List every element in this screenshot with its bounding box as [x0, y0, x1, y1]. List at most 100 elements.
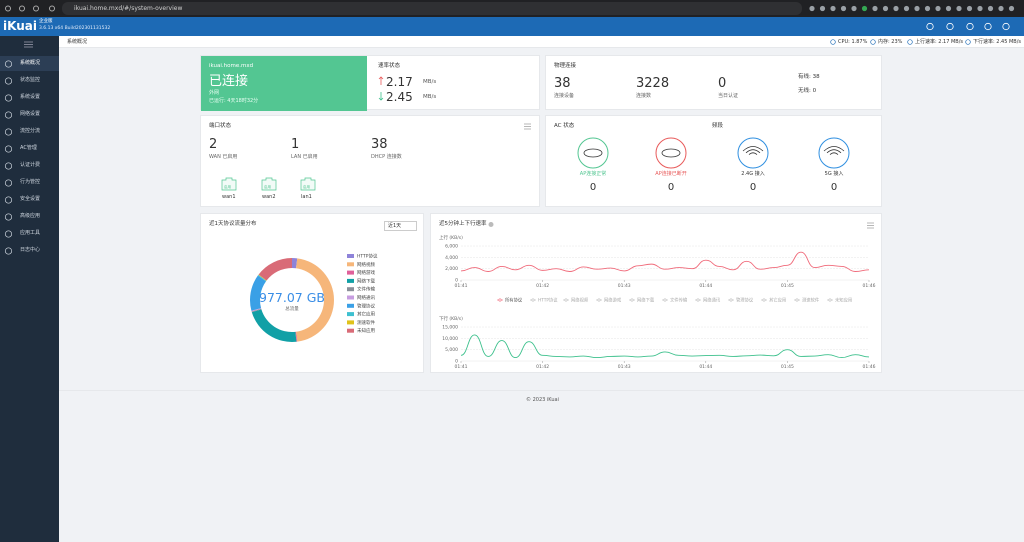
donut-segment — [258, 258, 292, 281]
menu-icon — [4, 110, 13, 119]
ac-value: 0 — [667, 182, 675, 193]
url: ikuai.home.mxd/#/system-overview — [74, 4, 183, 12]
menu-item[interactable]: 系统概况 — [0, 56, 59, 71]
footer-text: © 2023 iKuai — [526, 397, 559, 403]
y-tick-label: 5,000 — [445, 347, 458, 353]
menu-item[interactable]: 应用工具 — [0, 226, 59, 241]
topbar: 系统概况 CPU: 1.87% 内存: 23% 上行速率: 2.17 MB/s 下行速率… — [59, 36, 1024, 48]
menu-item[interactable]: 高级应用 — [0, 209, 59, 224]
menu-item[interactable]: AC管理 — [0, 141, 59, 156]
wifi-arc — [748, 152, 758, 155]
ext-icon — [924, 5, 931, 12]
ext-icon — [1008, 5, 1015, 12]
port-stat-label: DHCP 连接数 — [371, 154, 402, 160]
physical-card: 物理连接 38 连接设备 3228 连接数 0 当日认证 有线: 38 无线: 0 — [545, 55, 882, 110]
menu-icon — [4, 229, 13, 238]
ac-value: 0 — [589, 182, 597, 193]
menu-label[interactable]: 高级应用 — [20, 213, 41, 219]
ext-icon — [893, 5, 899, 12]
menu-label[interactable]: 应用工具 — [20, 230, 41, 236]
menu-icon-shape — [4, 59, 13, 68]
traffic-card: 近1天协议流量分布 近1天 HTTP协议 网络视频 网络游戏 网络下载 文件传输 网络通讯 管理… — [200, 213, 424, 373]
physical-value: 3228 — [636, 76, 670, 91]
menu-item[interactable]: 流控分流 — [0, 124, 59, 139]
ac-icon — [577, 137, 609, 169]
menu-label[interactable]: 系统设置 — [20, 94, 41, 100]
legend-swatch — [347, 328, 354, 333]
menu-icon — [4, 127, 13, 136]
stat-upload: 上行速率: 2.17 MB/s — [915, 38, 964, 45]
menu-icon-shape — [4, 110, 13, 119]
menu-item[interactable]: 安全设置 — [0, 192, 59, 207]
menu-icon-shape — [4, 144, 13, 153]
stat-icon — [830, 39, 836, 45]
stat-icon — [965, 39, 971, 45]
x-tick-label: 01:42 — [536, 364, 549, 370]
ports-card: 端口状态 2 WAN 已启用 1 LAN 已启用 38 DHCP 连接数 启用 wan1 启用 wa… — [200, 115, 540, 207]
legend-label: 未知应用 — [835, 297, 852, 304]
rate-title: 速率状态 — [378, 63, 401, 69]
ext-icon — [966, 5, 973, 12]
speed-card: 近5分钟上下行速率 上行 (KB/s) 0 2,000 4,000 6,000 01:41 0… — [430, 213, 882, 373]
wan-uptime: 已运行: 4天18时32分 — [209, 98, 259, 104]
legend-dot — [531, 298, 535, 302]
menu-item[interactable]: 认证计费 — [0, 158, 59, 173]
legend-label: 测速软件 — [802, 297, 820, 304]
menu-label[interactable]: AC管理 — [20, 145, 37, 151]
x-tick-label: 01:41 — [455, 283, 468, 289]
menu-label[interactable]: 状态监控 — [20, 77, 41, 83]
ext-icon — [872, 5, 878, 12]
x-tick-label: 01:45 — [781, 364, 794, 370]
port-name: lan1 — [301, 194, 312, 200]
menu-label[interactable]: 安全设置 — [20, 196, 41, 202]
legend-label: 网络游戏 — [357, 269, 375, 276]
legend-dot — [564, 298, 568, 302]
port-state: 启用 — [264, 185, 271, 189]
menu-label[interactable]: 行为管控 — [20, 179, 41, 185]
y-tick-label: 0 — [455, 278, 458, 284]
port-shape — [261, 177, 277, 191]
stat-cpu: CPU: 1.87% — [838, 38, 868, 45]
legend-label: 其它应用 — [769, 297, 786, 304]
donut-segment — [295, 331, 298, 342]
menu-icon-shape — [4, 178, 13, 187]
menu-label[interactable]: 日志中心 — [20, 247, 41, 253]
collapse-icon — [24, 41, 33, 48]
menu-label[interactable]: 认证计费 — [20, 162, 41, 168]
donut-segment — [292, 258, 298, 269]
ext-icon — [819, 5, 826, 12]
donut-segment — [251, 309, 297, 342]
legend-swatch — [347, 278, 354, 283]
legend-dot — [498, 298, 502, 302]
legend-label: HTTP协议 — [357, 253, 378, 260]
up-arrow — [378, 76, 384, 85]
menu-item[interactable]: 网络设置 — [0, 107, 59, 122]
wan-status: ikuai.home.mxd 已连接 外网 已运行: 4天18时32分 — [201, 56, 367, 111]
ext-icon — [977, 5, 983, 12]
menu-label[interactable]: 系统概况 — [20, 60, 41, 66]
wireless-count: 无线: 0 — [798, 88, 817, 94]
stat-memory: 内存: 23% — [878, 38, 903, 45]
port-state: 启用 — [224, 185, 231, 189]
port-shape — [221, 177, 237, 191]
ext-icon — [861, 5, 868, 12]
rate-line — [460, 251, 870, 272]
menu-label[interactable]: 网络设置 — [20, 111, 41, 117]
edition: 企业版 — [39, 19, 53, 24]
menu-item[interactable]: 状态监控 — [0, 73, 59, 88]
menu-icon-shape — [4, 93, 13, 102]
port-name: wan1 — [222, 194, 236, 200]
wan-host: ikuai.home.mxd — [209, 63, 254, 69]
menu-label[interactable]: 流控分流 — [20, 128, 41, 134]
y-tick-label: 0 — [455, 359, 458, 365]
menu-item[interactable]: 系统设置 — [0, 90, 59, 105]
menu-icon — [4, 93, 13, 102]
nav-icon — [49, 5, 55, 12]
stat-icon-shape — [870, 39, 876, 45]
range-select[interactable]: 近1天 — [384, 221, 417, 231]
menu-item[interactable]: 行为管控 — [0, 175, 59, 190]
y-tick-label: 15,000 — [442, 325, 458, 331]
menu-item[interactable]: 日志中心 — [0, 243, 59, 258]
range-value[interactable]: 近1天 — [388, 223, 402, 230]
ac-label: 5G 接入 — [824, 171, 844, 177]
